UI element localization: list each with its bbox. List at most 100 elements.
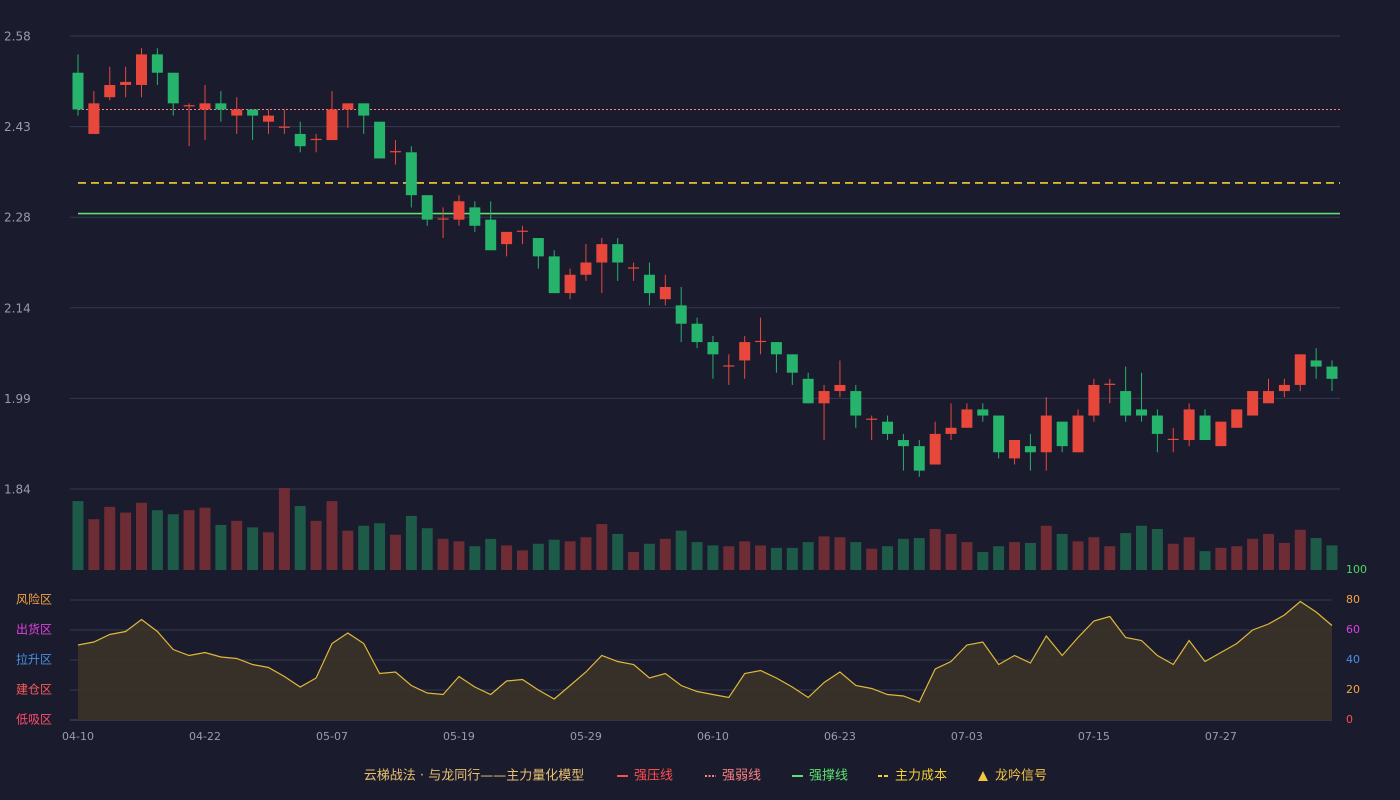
volume-bar [818,536,830,570]
candle-body [405,152,417,196]
candle-body [1120,391,1132,416]
x-tick-label: 06-10 [697,730,729,743]
volume-bar [262,532,274,570]
volume-bar [358,525,370,570]
x-tick-label: 05-07 [316,730,348,743]
y-tick-label: 2.43 [4,120,31,134]
x-tick-label: 04-22 [189,730,221,743]
candle-body [247,109,259,116]
volume-bar [929,529,941,570]
volume-bar [628,551,640,570]
zone-label: 建仓区 [16,683,52,697]
candle-body [564,274,576,294]
candle-body [628,267,640,269]
candle-body [707,342,719,355]
volume-bar [421,528,433,570]
volume-bar [897,538,909,570]
candle-body [231,109,243,116]
candle-body [437,218,449,220]
volume-bar [643,543,655,570]
candle-body [326,109,338,141]
volume-bar [374,523,386,570]
y-tick-label: 100 [1346,563,1367,576]
volume-bar [548,539,560,570]
legend-label: 强弱线 [722,769,761,784]
candle-body [1310,360,1322,367]
volume-bar [532,543,544,570]
candle-body [961,409,973,428]
candle-body [1088,384,1100,416]
volume-bar [405,515,417,570]
volume-bar [326,501,338,570]
volume-bar [120,512,132,570]
candle-body [818,391,830,404]
candle-body [501,231,513,245]
candle-body [643,274,655,294]
volume-bar [1263,533,1275,570]
candle-body [675,305,687,324]
volume-bar [199,507,211,570]
legend-label: 强撑线 [809,769,848,784]
volume-bar [1199,551,1211,570]
candle-body [1040,415,1052,453]
candle-body [1151,415,1163,434]
candle-body [945,427,957,434]
legend-label: 强压线 [634,769,673,784]
candle-body [993,415,1005,453]
volume-bar [1215,547,1227,570]
candle-body [374,121,386,159]
candle-body [1199,415,1211,441]
candle-body [120,81,132,85]
candle-body [72,72,84,110]
volume-bar [675,530,687,570]
volume-bar [469,546,481,570]
candle-body [342,103,354,110]
volume-bar [1231,546,1243,570]
volume-bar [1151,529,1163,570]
legend-label: 龙吟信号 [995,768,1047,784]
y-tick-label: 20 [1346,683,1360,696]
candle-body [453,201,465,220]
candle-body [88,103,100,134]
y-tick-label: 0 [1346,713,1353,726]
volume-bar [1072,541,1084,570]
volume-bar [183,510,195,570]
candle-body [151,54,163,73]
candle-body [135,54,147,85]
y-tick-label: 1.99 [4,392,31,406]
candle-body [1104,383,1116,385]
zone-label: 低吸区 [16,713,52,727]
candle-body [294,133,306,147]
y-tick-label: 2.14 [4,301,31,315]
volume-bar [516,550,528,570]
volume-bar [707,545,719,570]
volume-bar [1167,543,1179,570]
candle-body [755,340,767,343]
volume-bar [770,547,782,570]
volume-bar [977,551,989,570]
volume-bar [850,542,862,570]
volume-bar [659,538,671,570]
volume-bar [1310,538,1322,570]
candle-body [1072,415,1084,453]
candle-body [596,244,608,263]
candle-body [485,219,497,251]
candle-body [421,195,433,220]
candle-body [977,409,989,416]
volume-bar [961,542,973,570]
candle-body [691,323,703,343]
y-tick-label: 60 [1346,623,1360,636]
candle-body [516,230,528,232]
volume-bar [913,538,925,570]
candle-body [580,262,592,275]
candle-body [1183,409,1195,441]
volume-bar [151,510,163,570]
volume-bar [1088,537,1100,570]
x-tick-label: 04-10 [62,730,94,743]
zone-label: 风险区 [16,592,52,607]
candle-body [612,244,624,263]
oscillator-line [77,600,1333,703]
chart-title: 云梯战法 · 与龙同行——主力量化模型 [364,769,584,784]
volume-bar [1247,538,1259,570]
